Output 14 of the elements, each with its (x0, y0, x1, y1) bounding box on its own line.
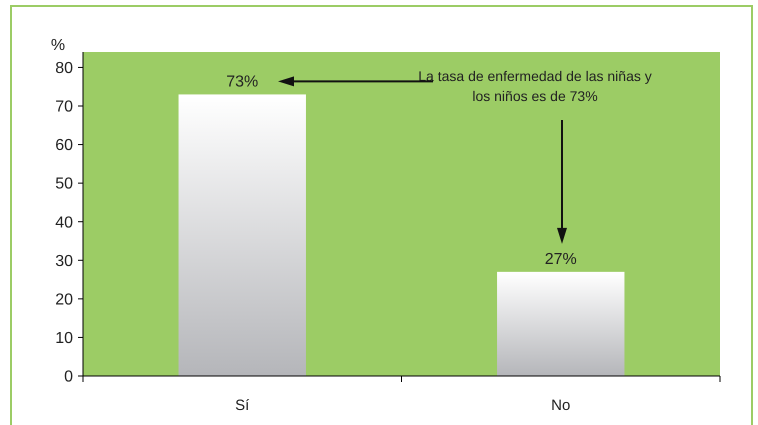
data-label: 73% (226, 73, 258, 90)
y-tick-label: 0 (64, 368, 74, 386)
y-axis-title: % (50, 37, 66, 54)
y-tick-label: 60 (55, 137, 74, 154)
x-tick-label: No (551, 397, 570, 414)
x-tick-label: Sí (235, 397, 250, 414)
y-tick-label: 30 (55, 252, 74, 270)
y-tick-label: 70 (55, 98, 74, 116)
y-tick-label: 10 (55, 330, 74, 348)
data-label: 27% (544, 250, 577, 268)
y-tick-label: 20 (55, 291, 74, 308)
y-tick-label: 40 (55, 214, 74, 232)
y-tick-label: 50 (55, 176, 74, 193)
y-tick-label: 80 (55, 60, 74, 78)
